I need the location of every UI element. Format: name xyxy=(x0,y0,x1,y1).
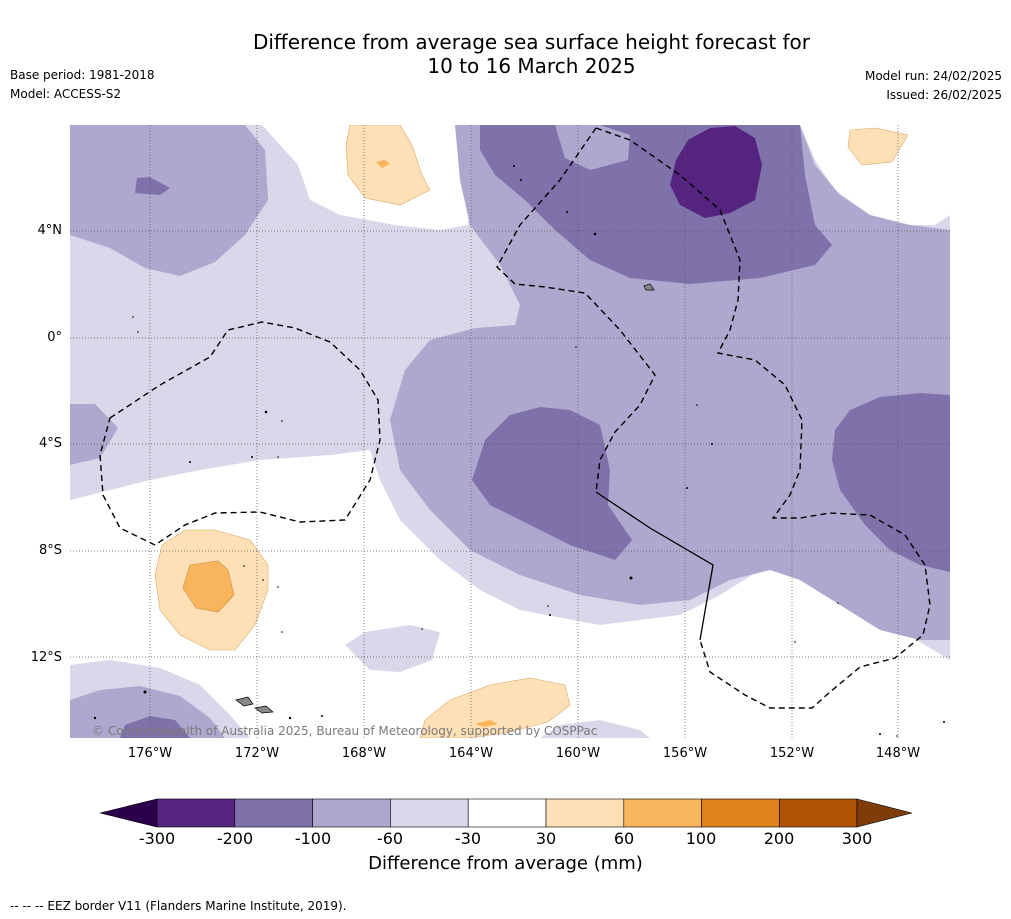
contour-neg100-60-west-small xyxy=(70,404,118,465)
copyright-notice: © Commonwealth of Australia 2025, Bureau… xyxy=(92,724,598,738)
eez-border-center xyxy=(595,127,931,709)
colorbar-tick-label: 60 xyxy=(613,829,635,848)
colorbar-tick-label: -200 xyxy=(216,829,254,848)
colorbar-tick-label: -300 xyxy=(138,829,176,848)
eez-border-west xyxy=(99,321,381,546)
contour-neg200-100-center xyxy=(472,407,632,560)
colorbar-bin-neg300-200 xyxy=(156,798,236,828)
colorbar-tick-label: -100 xyxy=(294,829,332,848)
colorbar-bin-neg60-30 xyxy=(390,798,469,828)
base-period: Base period: 1981-2018 xyxy=(10,68,155,82)
contour-neg200-100-sw xyxy=(120,716,190,738)
map-title: Difference from average sea surface heig… xyxy=(252,30,811,78)
eez-footnote: -- -- -- EEZ border V11 (Flanders Marine… xyxy=(10,899,347,913)
contour-pos60-100-sw xyxy=(182,560,235,613)
colorbar-bin-neg100-60 xyxy=(312,798,391,828)
colorbar-extend-high xyxy=(856,798,913,828)
lon-label: 176°W xyxy=(127,746,173,761)
colorbar-title: Difference from average (mm) xyxy=(368,853,643,874)
contour-neg100-60-nw xyxy=(70,125,268,276)
lat-label: 8°S xyxy=(38,543,62,558)
lon-label: 164°W xyxy=(448,746,494,761)
eez-border-center-west xyxy=(496,127,656,493)
colorbar xyxy=(99,798,913,828)
colorbar-tick-label: 30 xyxy=(535,829,557,848)
island-north-1 xyxy=(643,283,655,291)
contour-neg200-100-east xyxy=(832,393,950,572)
colorbar-bin-neg30-30 xyxy=(467,798,547,828)
lon-label: 156°W xyxy=(662,746,708,761)
lat-label: 12°S xyxy=(30,650,62,665)
eez-borders xyxy=(99,127,931,709)
lon-label: 160°W xyxy=(555,746,601,761)
contour-pos60-100-bottom-spot xyxy=(475,720,498,727)
colorbar-tick-label: -30 xyxy=(454,829,482,848)
island-samoa-1 xyxy=(235,696,254,707)
colorbar-bin-pos100-200 xyxy=(701,798,780,828)
colorbar-tick-label: -60 xyxy=(376,829,404,848)
contour-pos30-60-bottom xyxy=(419,677,571,738)
contour-neg60-30-pocket xyxy=(345,625,440,672)
contour-neg300-200-core xyxy=(670,126,762,218)
model-run: Model run: 24/02/2025 xyxy=(864,69,1002,83)
eez-border-solid xyxy=(595,491,714,641)
colorbar-tick-label: 300 xyxy=(841,829,873,848)
contour-neg200-100-small-nw xyxy=(135,177,170,195)
meta-left: Base period: 1981-2018 Model: ACCESS-S2 xyxy=(10,66,155,104)
lat-label: 4°S xyxy=(38,436,62,451)
contour-neg100-60-sw xyxy=(70,686,225,738)
lat-label: 4°N xyxy=(37,223,63,238)
colorbar-bin-pos30-60 xyxy=(545,798,625,828)
colorbar-tick-label: 100 xyxy=(685,829,717,848)
lat-label: 0° xyxy=(47,330,62,345)
lon-label: 168°W xyxy=(341,746,387,761)
contour-neg60-30-bottom-mid xyxy=(540,720,650,738)
colorbar-bin-pos60-100 xyxy=(623,798,702,828)
lon-label: 152°W xyxy=(769,746,815,761)
islands xyxy=(235,283,655,714)
contour-neg200-100-notch xyxy=(555,125,630,170)
meta-right: Model run: 24/02/2025 Issued: 26/02/2025 xyxy=(865,67,1002,105)
colorbar-bin-pos200-300 xyxy=(779,798,858,828)
colorbar-extend-low xyxy=(99,798,158,828)
contour-pos60-100-top-spot xyxy=(376,160,390,168)
contour-neutral-south-band xyxy=(70,450,950,738)
colorbar-tick-label: 200 xyxy=(763,829,795,848)
colorbar-bin-neg200-100 xyxy=(234,798,313,828)
lon-label: 172°W xyxy=(234,746,280,761)
contour-pos30-60-top-right xyxy=(847,127,909,166)
atolls xyxy=(93,165,945,737)
island-samoa-2 xyxy=(254,705,274,714)
sea-height-contours xyxy=(70,125,950,738)
map-gridlines xyxy=(70,125,950,738)
model-name: Model: ACCESS-S2 xyxy=(10,87,122,101)
contour-neutral-top-right xyxy=(800,125,950,225)
issued-date: Issued: 26/02/2025 xyxy=(886,88,1002,102)
lon-label: 148°W xyxy=(875,746,921,761)
